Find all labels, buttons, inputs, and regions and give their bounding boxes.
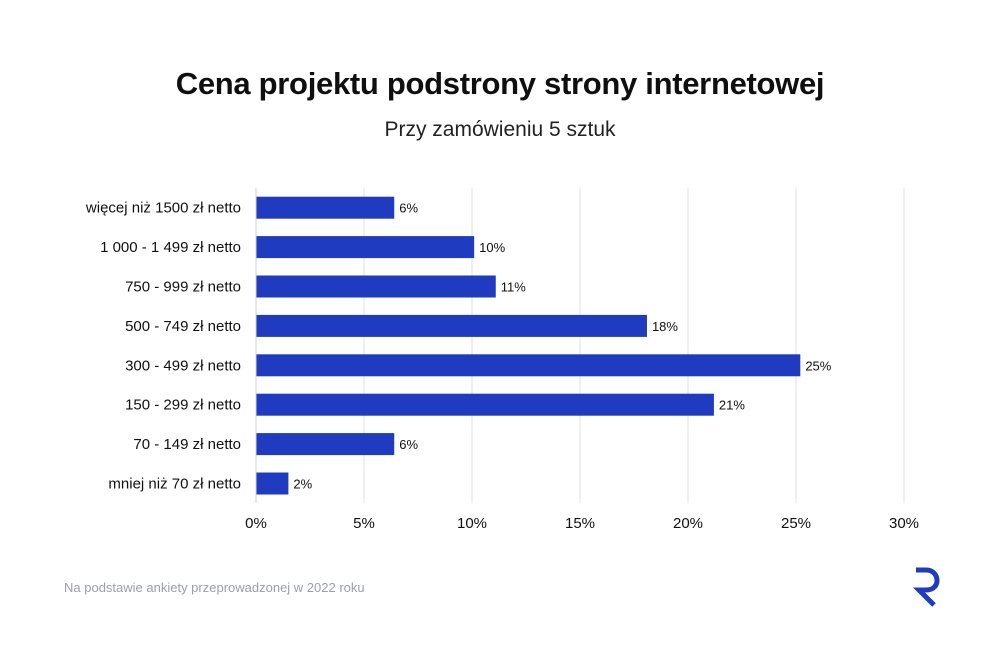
data-label: 2%: [293, 477, 312, 492]
x-tick-label: 25%: [781, 515, 811, 532]
category-label: 500 - 749 zł netto: [125, 318, 241, 335]
x-tick-label: 20%: [673, 515, 703, 532]
data-label: 6%: [399, 437, 418, 452]
category-label: mniej niż 70 zł netto: [108, 476, 241, 493]
x-tick-label: 5%: [353, 515, 375, 532]
category-label: 70 - 149 zł netto: [133, 436, 241, 453]
x-tick-label: 10%: [457, 515, 487, 532]
x-tick-label: 30%: [889, 515, 919, 532]
data-label: 6%: [399, 201, 418, 216]
category-label: więcej niż 1500 zł netto: [85, 200, 241, 217]
category-label: 150 - 299 zł netto: [125, 397, 241, 414]
x-tick-label: 15%: [565, 515, 595, 532]
bar: [256, 393, 714, 416]
category-label: 750 - 999 zł netto: [125, 279, 241, 296]
bar: [256, 472, 289, 495]
data-label: 18%: [652, 319, 678, 334]
bar: [256, 354, 801, 377]
chart-title: Cena projektu podstrony strony interneto…: [175, 66, 825, 101]
data-label: 11%: [501, 280, 526, 295]
bar: [256, 433, 395, 456]
bar: [256, 275, 496, 298]
data-label: 10%: [479, 240, 505, 255]
category-label: 300 - 499 zł netto: [125, 357, 241, 374]
r-logo-icon: [912, 567, 940, 607]
source-note: Na podstawie ankiety przeprowadzonej w 2…: [64, 580, 365, 595]
x-tick-label: 0%: [245, 515, 267, 532]
data-label: 21%: [719, 398, 745, 413]
chart-subtitle: Przy zamówieniu 5 sztuk: [384, 118, 616, 141]
data-label: 25%: [805, 358, 831, 373]
bar: [256, 236, 475, 259]
bar: [256, 196, 395, 219]
bar: [256, 314, 647, 337]
category-label: 1 000 - 1 499 zł netto: [100, 239, 241, 256]
